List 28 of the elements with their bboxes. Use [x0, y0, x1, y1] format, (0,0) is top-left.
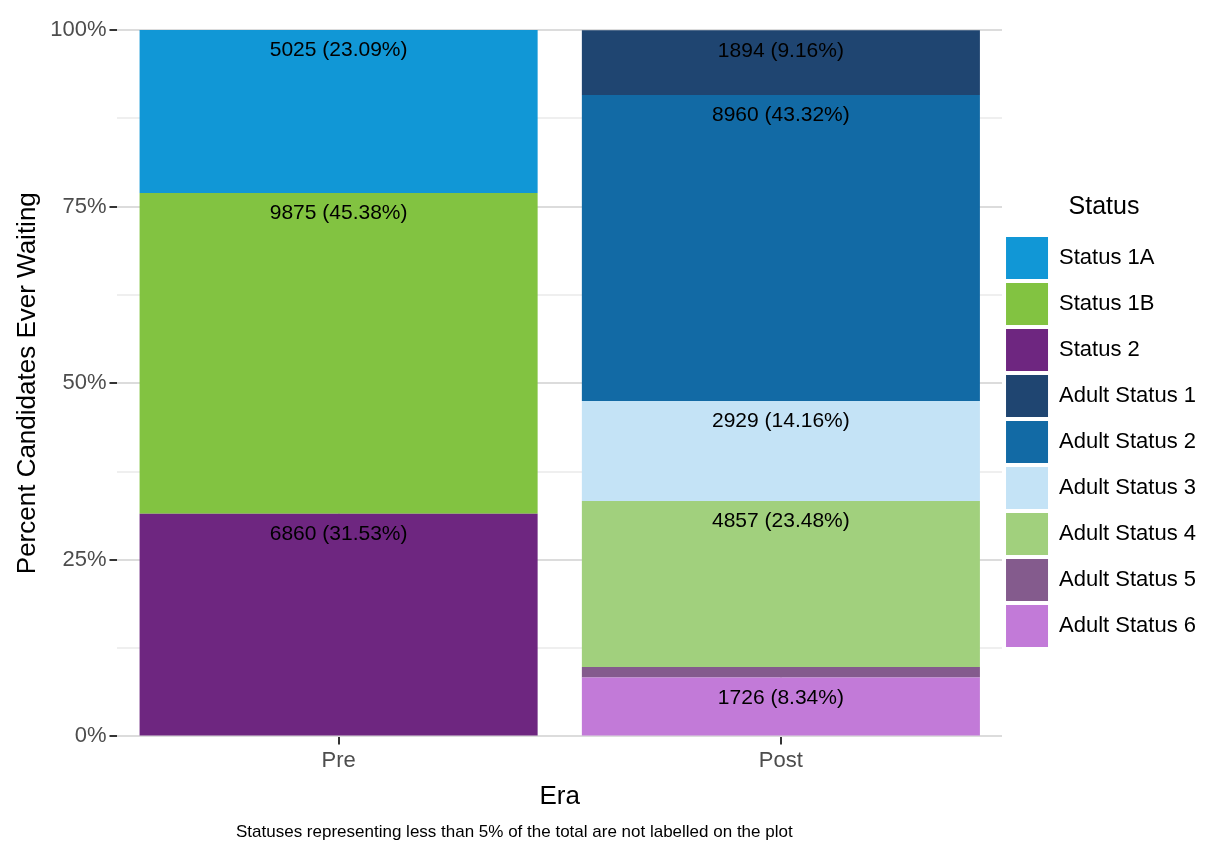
data-label: 1894 (9.16%): [717, 37, 844, 61]
legend-label: Status 1A: [1059, 244, 1155, 270]
data-label: 9875 (45.38%): [269, 200, 408, 224]
data-label: 6860 (31.53%): [269, 520, 408, 544]
data-label: 5025 (23.09%): [269, 37, 408, 61]
y-tick-label: 75%: [62, 192, 107, 218]
legend-label: Adult Status 5: [1059, 566, 1197, 592]
data-label: 1726 (8.34%): [717, 684, 844, 708]
data-label: 2929 (14.16%): [712, 408, 850, 432]
y-tick-label: 25%: [62, 545, 107, 571]
data-label: 4857 (23.48%): [712, 508, 850, 532]
y-tick-label: 100%: [50, 16, 107, 42]
legend-label: Status 2: [1059, 336, 1140, 362]
text: Statuses representing less than 5% of the total are not labelled on the plot: [236, 822, 793, 842]
y-tick-label: 50%: [62, 369, 107, 395]
x-axis-title: Era: [539, 779, 581, 810]
y-axis-title: Percent Candidates Ever Waiting: [10, 192, 41, 575]
y-tick-label: 0%: [74, 722, 107, 748]
legend-title: Status: [1068, 191, 1140, 220]
x-tick-label: Pre: [321, 746, 356, 772]
legend-label: Status 1B: [1059, 290, 1155, 316]
legend-label: Adult Status 1: [1059, 382, 1197, 408]
legend-label: Adult Status 6: [1059, 612, 1197, 638]
data-label: 8960 (43.32%): [712, 102, 850, 126]
legend-label: Adult Status 3: [1059, 474, 1197, 500]
legend-label: Adult Status 4: [1059, 520, 1197, 546]
legend-label: Adult Status 2: [1059, 428, 1197, 454]
x-tick-label: Post: [758, 746, 803, 772]
